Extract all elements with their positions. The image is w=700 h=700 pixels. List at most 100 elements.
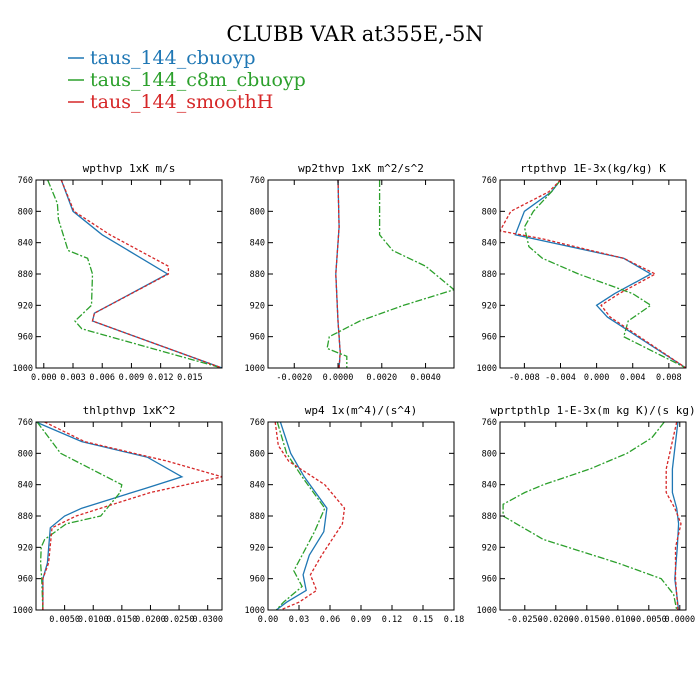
series-line-3 — [665, 422, 682, 610]
y-tick-label: 1000 — [477, 364, 497, 374]
y-tick-label: 880 — [482, 512, 497, 522]
x-tick-label: 0.0100 — [78, 615, 109, 625]
x-tick-label: -0.0100 — [600, 615, 636, 625]
series-line-2 — [47, 180, 222, 368]
panel-title: rtpthvp 1E-3x(kg/kg) K — [520, 162, 666, 175]
x-tick-label: 0.0300 — [192, 615, 223, 625]
y-tick-label: 960 — [482, 575, 497, 585]
x-tick-label: -0.004 — [545, 373, 576, 383]
y-tick-label: 800 — [18, 207, 33, 217]
x-tick-label: 0.0040 — [410, 373, 441, 383]
y-tick-label: 960 — [482, 333, 497, 343]
y-tick-label: 1000 — [13, 364, 33, 374]
y-tick-label: 760 — [18, 418, 33, 428]
x-tick-label: 0.000 — [584, 373, 610, 383]
panel-title: wprtpthlp 1-E-3x(m kg K)/(s kg) — [490, 404, 695, 417]
panel-title: thlpthvp 1xK^2 — [83, 404, 176, 417]
series-line-3 — [274, 422, 346, 610]
x-tick-label: 0.15 — [413, 615, 433, 625]
legend-label-1: taus_144_cbuoyp — [90, 47, 256, 69]
panel-3: rtpthvp 1E-3x(kg/kg) K 760 800 840 880 920 960… — [477, 162, 687, 383]
x-tick-label: -0.0200 — [538, 615, 574, 625]
x-tick-label: -0.0020 — [276, 373, 312, 383]
series-line-3 — [60, 180, 222, 368]
x-tick-label: 0.12 — [382, 615, 402, 625]
y-tick-label: 840 — [250, 239, 265, 249]
x-tick-label: 0.0200 — [135, 615, 166, 625]
series-line-1 — [60, 180, 222, 368]
series-line-1 — [275, 422, 328, 610]
x-tick-label: -0.008 — [509, 373, 540, 383]
series-line-3 — [500, 180, 686, 368]
panel-2: wp2thvp 1xK m^2/s^2 760 800 840 880 920 960 100… — [245, 162, 455, 383]
y-tick-label: 800 — [482, 449, 497, 459]
y-tick-label: 920 — [482, 543, 497, 553]
x-tick-label: 0.008 — [656, 373, 682, 383]
x-tick-label: 0.0050 — [49, 615, 80, 625]
y-tick-label: 760 — [250, 176, 265, 186]
y-tick-label: 960 — [18, 575, 33, 585]
y-tick-label: 920 — [250, 543, 265, 553]
y-tick-label: 880 — [250, 512, 265, 522]
plot-frame — [267, 179, 455, 369]
y-tick-label: 960 — [250, 575, 265, 585]
y-tick-label: 760 — [482, 418, 497, 428]
y-tick-label: 960 — [250, 333, 265, 343]
panel-5: wp4 1x(m^4)/(s^4)76080084088092096010000… — [245, 404, 465, 625]
x-tick-label: -0.0250 — [507, 615, 543, 625]
y-tick-label: 840 — [18, 481, 33, 491]
x-tick-label: 0.06 — [320, 615, 340, 625]
y-tick-label: 1000 — [477, 606, 497, 616]
series-line-2 — [502, 422, 678, 610]
x-tick-label: 0.004 — [620, 373, 646, 383]
x-tick-label: 0.0000 — [323, 373, 354, 383]
panel-title: wpthvp 1xK m/s — [83, 162, 176, 175]
y-tick-label: 880 — [18, 512, 33, 522]
y-tick-label: 920 — [250, 301, 265, 311]
plot-frame — [35, 179, 223, 369]
series-line-2 — [523, 180, 686, 368]
y-tick-label: 760 — [250, 418, 265, 428]
x-tick-label: 0.0020 — [366, 373, 397, 383]
series-line-1 — [36, 422, 184, 610]
x-tick-label: 0.015 — [177, 373, 203, 383]
y-tick-label: 880 — [250, 270, 265, 280]
x-tick-label: 0.03 — [289, 615, 309, 625]
panel-1: wpthvp 1xK m/s76080084088092096010000.00… — [13, 162, 223, 383]
x-tick-label: 0.0150 — [106, 615, 137, 625]
y-tick-label: 840 — [18, 239, 33, 249]
x-tick-label: -0.0050 — [631, 615, 667, 625]
legend-label-3: taus_144_smoothH — [90, 91, 273, 113]
x-tick-label: 0.012 — [148, 373, 174, 383]
panel-title: wp4 1x(m^4)/(s^4) — [305, 404, 418, 417]
legend: taus_144_cbuoyp taus_144_c8m_cbuoyp taus… — [68, 47, 306, 113]
series-line-2 — [326, 180, 454, 368]
x-tick-label: 0.006 — [89, 373, 115, 383]
y-tick-label: 840 — [482, 239, 497, 249]
plot-frame — [499, 421, 687, 611]
y-tick-label: 1000 — [13, 606, 33, 616]
legend-label-2: taus_144_c8m_cbuoyp — [90, 69, 306, 91]
x-tick-label: 0.18 — [444, 615, 464, 625]
y-tick-label: 800 — [250, 207, 265, 217]
y-tick-label: 920 — [18, 301, 33, 311]
x-tick-label: -0.0150 — [569, 615, 605, 625]
y-tick-label: 760 — [482, 176, 497, 186]
y-tick-label: 1000 — [245, 606, 265, 616]
y-tick-label: 960 — [18, 333, 33, 343]
plot-frame — [267, 421, 455, 611]
y-tick-label: 760 — [18, 176, 33, 186]
series-line-2 — [36, 422, 123, 610]
series-line-3 — [335, 180, 341, 368]
y-tick-label: 920 — [482, 301, 497, 311]
panel-4: thlpthvp 1xK^2 760 800 840 880 920 960 1000 0.00… — [13, 404, 224, 625]
y-tick-label: 880 — [482, 270, 497, 280]
series-line-2 — [275, 422, 326, 610]
figure-title: CLUBB VAR at355E,-5N — [226, 22, 483, 46]
x-tick-label: 0.0000 — [664, 615, 695, 625]
y-tick-label: 840 — [482, 481, 497, 491]
series-line-1 — [514, 180, 686, 368]
x-tick-label: 0.000 — [31, 373, 57, 383]
x-tick-label: 0.003 — [60, 373, 86, 383]
